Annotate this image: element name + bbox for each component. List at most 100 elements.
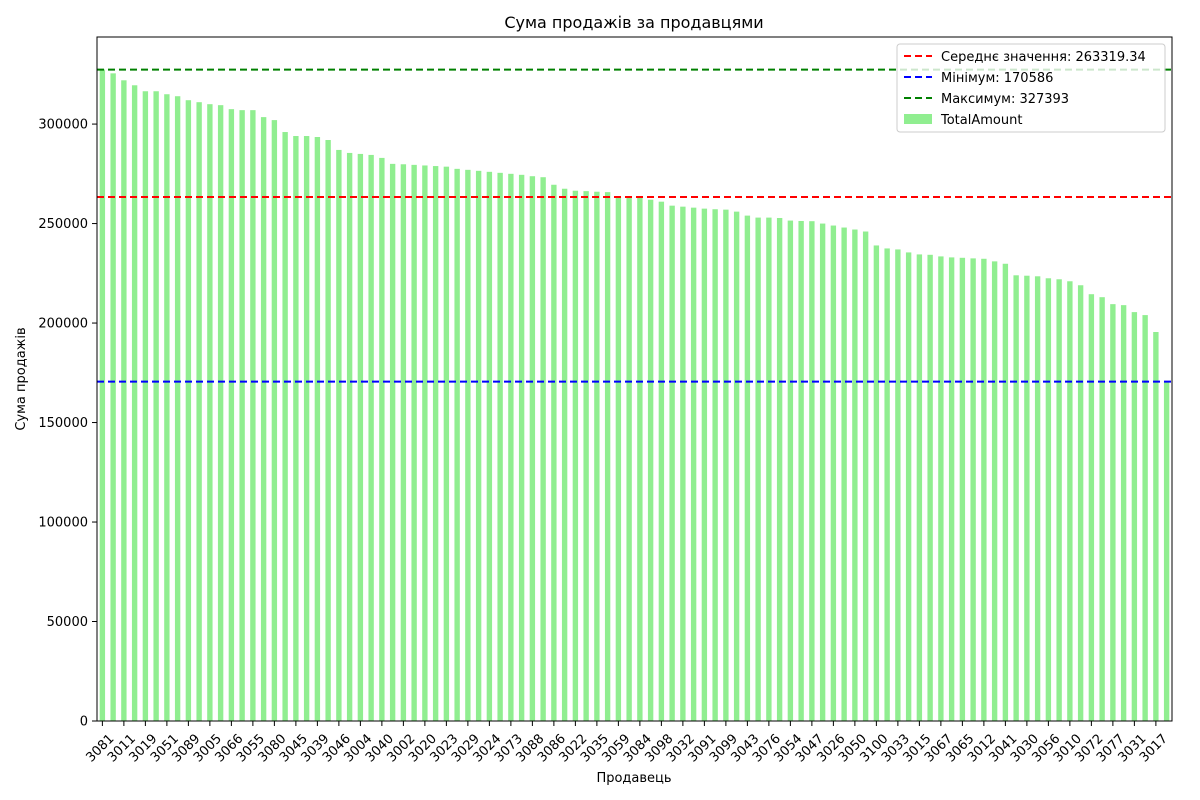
bar bbox=[841, 227, 847, 722]
bar bbox=[551, 184, 557, 721]
bar bbox=[164, 94, 170, 722]
bar bbox=[905, 252, 912, 722]
bar bbox=[346, 152, 353, 721]
bar bbox=[884, 248, 890, 721]
bar bbox=[250, 110, 256, 721]
chart-title: Сума продажів за продавцями bbox=[504, 13, 763, 32]
bar bbox=[1077, 285, 1084, 721]
bar bbox=[357, 153, 364, 722]
bar bbox=[153, 91, 159, 721]
y-tick-label: 200000 bbox=[38, 317, 88, 332]
bar bbox=[819, 223, 826, 721]
bar bbox=[432, 166, 439, 721]
bar bbox=[1067, 281, 1073, 721]
bar bbox=[1099, 297, 1105, 721]
bar bbox=[572, 190, 579, 722]
y-axis: 0 50000 100000 150000 200000 250000 300000 bbox=[38, 118, 97, 730]
bar bbox=[110, 73, 116, 722]
bar bbox=[1153, 332, 1159, 721]
bar bbox=[938, 256, 944, 721]
bar bbox=[325, 140, 331, 721]
y-tick-label: 250000 bbox=[38, 217, 88, 232]
bar bbox=[529, 176, 536, 721]
bar bbox=[755, 217, 761, 721]
bar bbox=[228, 109, 235, 721]
bar bbox=[561, 188, 568, 722]
bar bbox=[121, 80, 127, 722]
bar bbox=[411, 164, 417, 721]
bar bbox=[1056, 279, 1062, 721]
x-axis: 3081301130193051308930053066305530803045… bbox=[83, 721, 1171, 765]
bar bbox=[658, 201, 665, 721]
bar bbox=[293, 136, 299, 721]
bar bbox=[712, 209, 718, 722]
bar bbox=[690, 207, 697, 721]
bar bbox=[486, 171, 493, 721]
bar bbox=[1120, 305, 1127, 721]
bar bbox=[303, 136, 310, 721]
bar bbox=[1024, 275, 1030, 721]
bar bbox=[400, 164, 407, 721]
bar bbox=[508, 173, 514, 721]
bar bbox=[948, 257, 955, 721]
legend-swatch-totalamount bbox=[904, 114, 932, 124]
bar bbox=[282, 132, 288, 722]
bar bbox=[1045, 278, 1052, 721]
bar bbox=[196, 102, 202, 721]
bar bbox=[185, 100, 192, 721]
bar bbox=[443, 166, 450, 721]
legend-label-max: Максимум: 327393 bbox=[941, 92, 1069, 107]
bar bbox=[540, 177, 546, 721]
bar bbox=[271, 120, 278, 722]
bar bbox=[701, 208, 708, 721]
bar bbox=[207, 104, 213, 722]
bar bbox=[1034, 276, 1041, 721]
bar bbox=[260, 117, 267, 722]
bar bbox=[895, 249, 901, 721]
bar bbox=[314, 137, 321, 721]
bar bbox=[959, 257, 966, 721]
bar bbox=[336, 149, 342, 721]
bar bbox=[518, 174, 525, 721]
bar bbox=[1002, 263, 1009, 721]
bar bbox=[594, 191, 600, 722]
bar bbox=[776, 217, 783, 722]
legend: Середнє значення: 263319.34 Мінімум: 170… bbox=[896, 43, 1166, 133]
y-axis-title: Сума продажів bbox=[14, 327, 29, 430]
bar bbox=[916, 254, 923, 721]
bar bbox=[1013, 275, 1019, 721]
bar bbox=[422, 165, 428, 721]
bar bbox=[862, 231, 869, 721]
y-tick-label: 100000 bbox=[38, 516, 88, 531]
bar bbox=[927, 254, 933, 722]
bar bbox=[1163, 381, 1170, 721]
bar bbox=[131, 85, 138, 721]
y-tick-label: 300000 bbox=[38, 118, 88, 133]
bar bbox=[647, 199, 654, 721]
y-tick-label: 50000 bbox=[47, 615, 88, 630]
bar bbox=[389, 163, 396, 721]
bar bbox=[497, 172, 503, 721]
bar bbox=[991, 261, 998, 721]
bar bbox=[830, 225, 837, 722]
bar bbox=[217, 105, 224, 722]
bar bbox=[174, 96, 181, 722]
bar bbox=[1131, 312, 1138, 721]
bar bbox=[142, 91, 149, 721]
bar bbox=[379, 157, 385, 721]
legend-label-min: Мінімум: 170586 bbox=[941, 71, 1053, 86]
bar bbox=[583, 191, 589, 721]
bar bbox=[680, 206, 686, 721]
bar bbox=[873, 245, 880, 721]
bar bbox=[368, 154, 374, 722]
bar bbox=[787, 220, 794, 721]
bar bbox=[733, 211, 740, 721]
bar bbox=[615, 196, 622, 721]
legend-label-totalamount: TotalAmount bbox=[940, 113, 1022, 128]
bar bbox=[744, 215, 751, 722]
bar bbox=[981, 258, 987, 721]
bar bbox=[99, 69, 106, 721]
bar bbox=[723, 209, 729, 721]
plot-frame bbox=[96, 36, 1173, 722]
